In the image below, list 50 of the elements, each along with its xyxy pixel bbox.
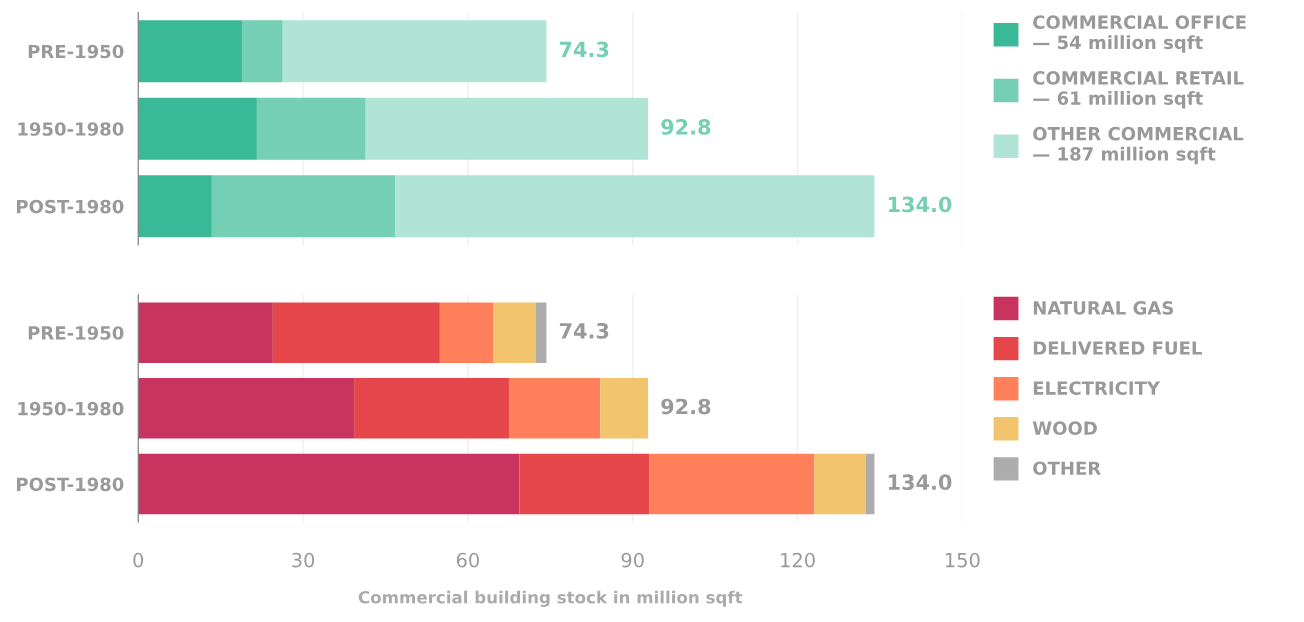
total-label: 74.3 (559, 41, 609, 58)
y-tick-label: 1950-1980 (18, 122, 124, 136)
legend-label: OTHER (1033, 461, 1101, 476)
total-label: 92.8 (661, 119, 711, 135)
bar (439, 302, 494, 363)
bar (272, 302, 440, 363)
x-tick-label: 0 (133, 552, 144, 568)
bar (536, 302, 547, 363)
bar (282, 20, 547, 83)
legend-label: OTHER COMMERCIAL — 187 million sqft (1033, 126, 1244, 165)
y-tick-label: PRE-1950 (28, 326, 124, 340)
bar (138, 20, 243, 83)
bar (493, 302, 536, 363)
x-tick-label: 120 (781, 552, 815, 568)
total-label: 74.3 (559, 322, 609, 339)
legend-label: WOOD (1032, 421, 1097, 435)
bar (256, 97, 366, 160)
bar (365, 97, 649, 160)
legend-label: DELIVERED FUEL (1033, 341, 1202, 355)
bar (242, 20, 283, 83)
bar (600, 378, 649, 439)
bar (354, 378, 510, 439)
total-label: 134.0 (888, 474, 952, 491)
y-tick-label: 1950-1980 (18, 401, 124, 416)
bar (211, 175, 396, 238)
total-label: 134.0 (888, 196, 952, 213)
y-tick-label: PRE-1950 (28, 44, 124, 59)
x-tick-label: 90 (621, 552, 644, 568)
x-tick-label: 60 (456, 552, 479, 568)
bar (138, 302, 273, 363)
bar (509, 378, 601, 439)
total-label: 92.8 (661, 398, 711, 415)
x-tick-label: 150 (945, 552, 980, 568)
y-tick-label: POST-1980 (17, 199, 124, 214)
x-tick-label: 30 (292, 552, 315, 568)
bar (814, 453, 866, 515)
bar (138, 97, 257, 160)
y-tick-label: POST-1980 (17, 477, 124, 492)
bar (138, 175, 212, 238)
bar (519, 453, 650, 515)
bar (138, 378, 355, 439)
bar (649, 453, 815, 515)
legend-label: COMMERCIAL RETAIL — 61 million sqft (1033, 71, 1244, 109)
legend-label: NATURAL GAS (1033, 301, 1174, 315)
x-axis-title: Commercial building stock in million sqft (358, 590, 743, 607)
bar (138, 453, 520, 515)
legend-label: COMMERCIAL OFFICE — 54 million sqft (1033, 15, 1246, 53)
bar (395, 175, 875, 238)
bar (865, 453, 875, 515)
legend-label: ELECTRICITY (1033, 381, 1161, 395)
